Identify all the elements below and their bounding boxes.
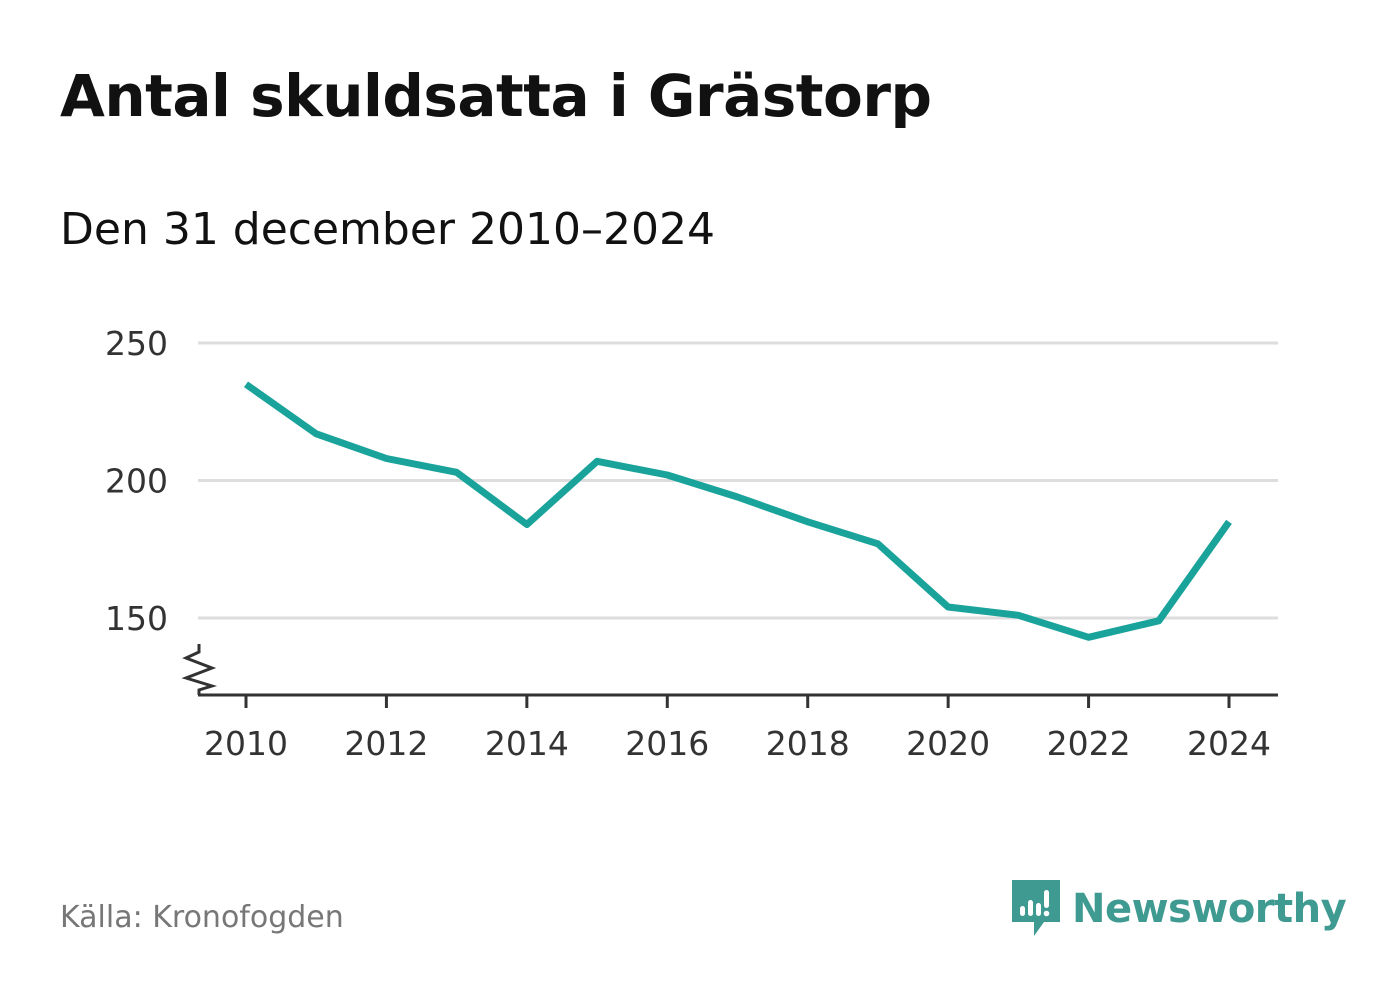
x-tick-label: 2016 <box>625 724 709 763</box>
x-tick-label: 2010 <box>204 724 288 763</box>
newsworthy-logo-icon <box>1012 880 1060 936</box>
y-tick-label: 150 <box>105 599 168 638</box>
series <box>243 381 1232 641</box>
source-note: Källa: Kronofogden <box>60 900 344 935</box>
axis-break-icon <box>181 644 218 695</box>
x-tick-label: 2014 <box>485 724 569 763</box>
chart-title: Antal skuldsatta i Grästorp <box>60 62 932 130</box>
x-tick-label: 2012 <box>344 724 428 763</box>
x-tick-label: 2020 <box>906 724 990 763</box>
x-tick-label: 2018 <box>766 724 850 763</box>
brand-name: Newsworthy <box>1072 886 1347 932</box>
chart-subtitle: Den 31 december 2010–2024 <box>60 204 715 255</box>
tick-labels: 150 200 250 2010 2012 2014 2016 2018 2020 2022 202… <box>105 324 1271 763</box>
axes <box>181 644 1278 708</box>
y-tick-label: 250 <box>105 324 168 363</box>
gridlines <box>198 341 1278 620</box>
brand-logo: Newsworthy <box>1010 878 1347 940</box>
y-tick-label: 200 <box>105 462 168 501</box>
x-tick-label: 2024 <box>1187 724 1271 763</box>
series-line-0 <box>243 381 1232 641</box>
x-tick-label: 2022 <box>1047 724 1131 763</box>
